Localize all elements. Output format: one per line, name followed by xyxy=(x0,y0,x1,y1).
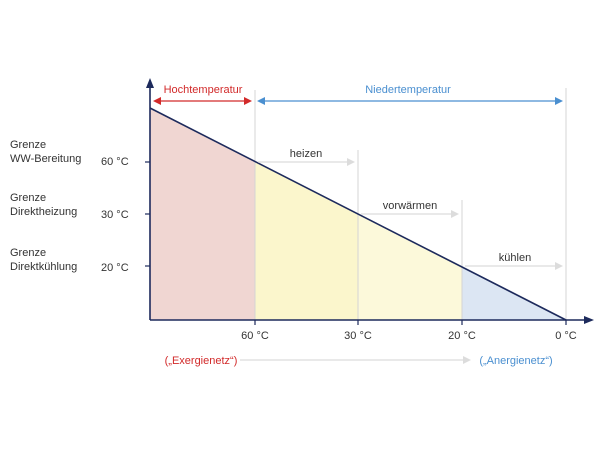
heizen-arrow-head-icon xyxy=(347,158,355,166)
anergienetz-label: („Anergienetz“) xyxy=(479,355,552,367)
y-label-value: 20 °C xyxy=(101,262,129,274)
y-label-line2: Direktkühlung xyxy=(10,261,77,273)
y-label-line1: Grenze xyxy=(10,139,46,151)
temperature-diagonal xyxy=(149,107,567,321)
y-label-ww-bereitung: Grenze WW-Bereitung 60 °C xyxy=(10,139,129,168)
y-label-direktheizung: Grenze Direktheizung 30 °C xyxy=(10,192,129,221)
zone-heizen xyxy=(255,162,358,320)
hoch-arrow-left-icon xyxy=(153,97,161,105)
zone-hochtemperatur xyxy=(150,108,255,320)
zone-label-kuehlen: kühlen xyxy=(499,252,531,264)
niedertemperatur-label: Niedertemperatur xyxy=(365,84,451,96)
exergienetz-label: („Exergienetz“) xyxy=(165,355,238,367)
nieder-arrow-left-icon xyxy=(257,97,265,105)
zone-label-heizen: heizen xyxy=(290,148,322,160)
y-label-line2: WW-Bereitung xyxy=(10,153,81,165)
y-label-line1: Grenze xyxy=(10,192,46,204)
kuehlen-arrow-head-icon xyxy=(555,262,563,270)
y-axis-arrow-icon xyxy=(146,78,154,88)
y-label-line2: Direktheizung xyxy=(10,206,77,218)
hoch-arrow-right-icon xyxy=(244,97,252,105)
y-label-direktkuehlung: Grenze Direktkühlung 20 °C xyxy=(10,247,129,274)
x-tick-label-30: 30 °C xyxy=(344,330,372,342)
zone-vorwaermen xyxy=(358,214,462,320)
y-label-value: 60 °C xyxy=(101,156,129,168)
nieder-arrow-right-icon xyxy=(555,97,563,105)
y-label-line1: Grenze xyxy=(10,247,46,259)
exergie-anergie-arrow-head-icon xyxy=(463,356,471,364)
x-tick-label-60: 60 °C xyxy=(241,330,269,342)
x-axis-arrow-icon xyxy=(584,316,594,324)
y-label-value: 30 °C xyxy=(101,209,129,221)
x-tick-label-20: 20 °C xyxy=(448,330,476,342)
hochtemperatur-label: Hochtemperatur xyxy=(164,84,243,96)
x-tick-label-0: 0 °C xyxy=(555,330,577,342)
vorwaermen-arrow-head-icon xyxy=(451,210,459,218)
zone-label-vorwaermen: vorwärmen xyxy=(383,200,437,212)
